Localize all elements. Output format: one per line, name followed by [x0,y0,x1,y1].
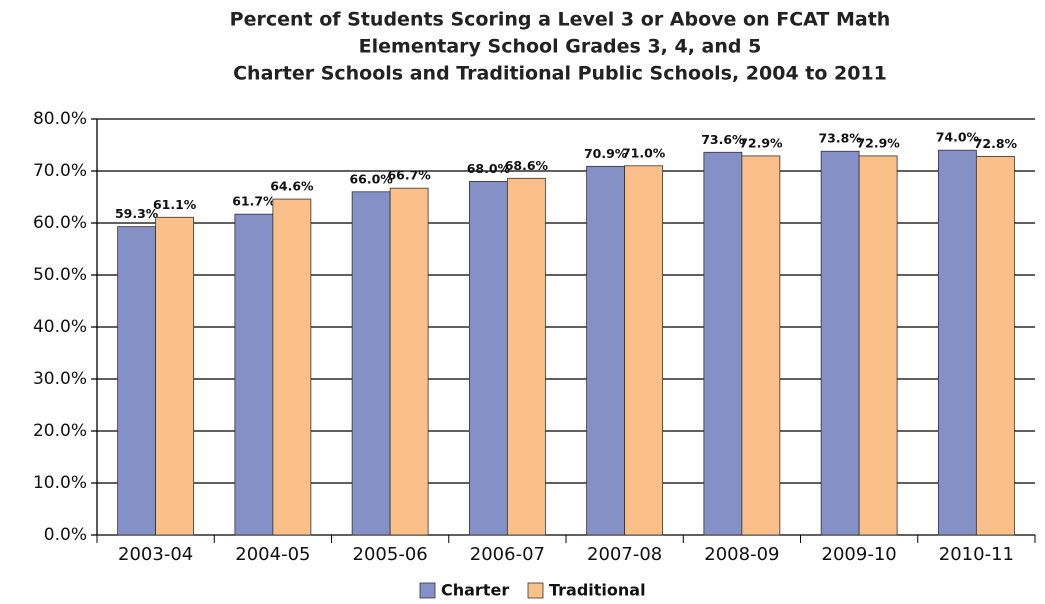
legend-swatch [419,582,436,599]
bar [820,150,860,536]
bar [351,191,391,536]
data-label: 64.6% [270,179,314,194]
data-label: 72.8% [974,136,1018,151]
x-tick-label: 2009-10 [822,544,897,565]
data-label: 61.1% [153,197,197,212]
bar [389,187,429,536]
y-tick-label: 40.0% [33,317,87,337]
data-label: 74.0% [936,130,980,145]
data-label: 61.7% [232,194,276,209]
bar [858,155,898,536]
bar [703,151,743,536]
x-tick-label: 2010-11 [939,544,1014,565]
bar [624,165,664,536]
data-label: 66.7% [387,168,431,183]
y-tick-label: 20.0% [33,421,87,441]
y-tick-label: 70.0% [33,161,87,181]
bar [975,156,1015,536]
x-tick-label: 2006-07 [470,544,545,565]
bar [586,165,626,536]
data-label: 72.9% [739,135,783,150]
y-tick-label: 0.0% [44,525,87,545]
data-label: 72.9% [856,135,900,150]
x-tick-label: 2003-04 [118,544,193,565]
chart-title: Elementary School Grades 3, 4, and 5 [359,36,762,58]
y-tick-label: 50.0% [33,265,87,285]
bar [937,149,977,536]
x-tick-label: 2005-06 [353,544,428,565]
bar [741,155,781,536]
chart-title: Percent of Students Scoring a Level 3 or… [230,9,891,31]
data-label: 68.6% [505,158,549,173]
data-label: 70.9% [584,146,628,161]
y-tick-label: 30.0% [33,369,87,389]
y-tick-label: 80.0% [33,109,87,129]
legend-swatch [527,582,544,599]
x-tick-label: 2004-05 [235,544,310,565]
data-label: 71.0% [622,145,666,160]
bar [468,180,508,536]
y-tick-label: 60.0% [33,213,87,233]
bar [234,213,274,536]
bar [155,216,195,536]
data-label: 73.6% [701,132,745,147]
chart-title: Charter Schools and Traditional Public S… [233,63,887,85]
data-label: 66.0% [349,171,393,186]
y-tick-label: 10.0% [33,473,87,493]
legend-label: Traditional [549,581,646,600]
bar [506,177,546,536]
data-label: 68.0% [467,161,511,176]
bar [117,226,157,536]
legend-label: Charter [441,581,509,600]
bar [272,198,312,536]
data-label: 73.8% [818,131,862,146]
data-label: 59.3% [115,206,159,221]
x-tick-label: 2007-08 [587,544,662,565]
x-tick-label: 2008-09 [704,544,779,565]
